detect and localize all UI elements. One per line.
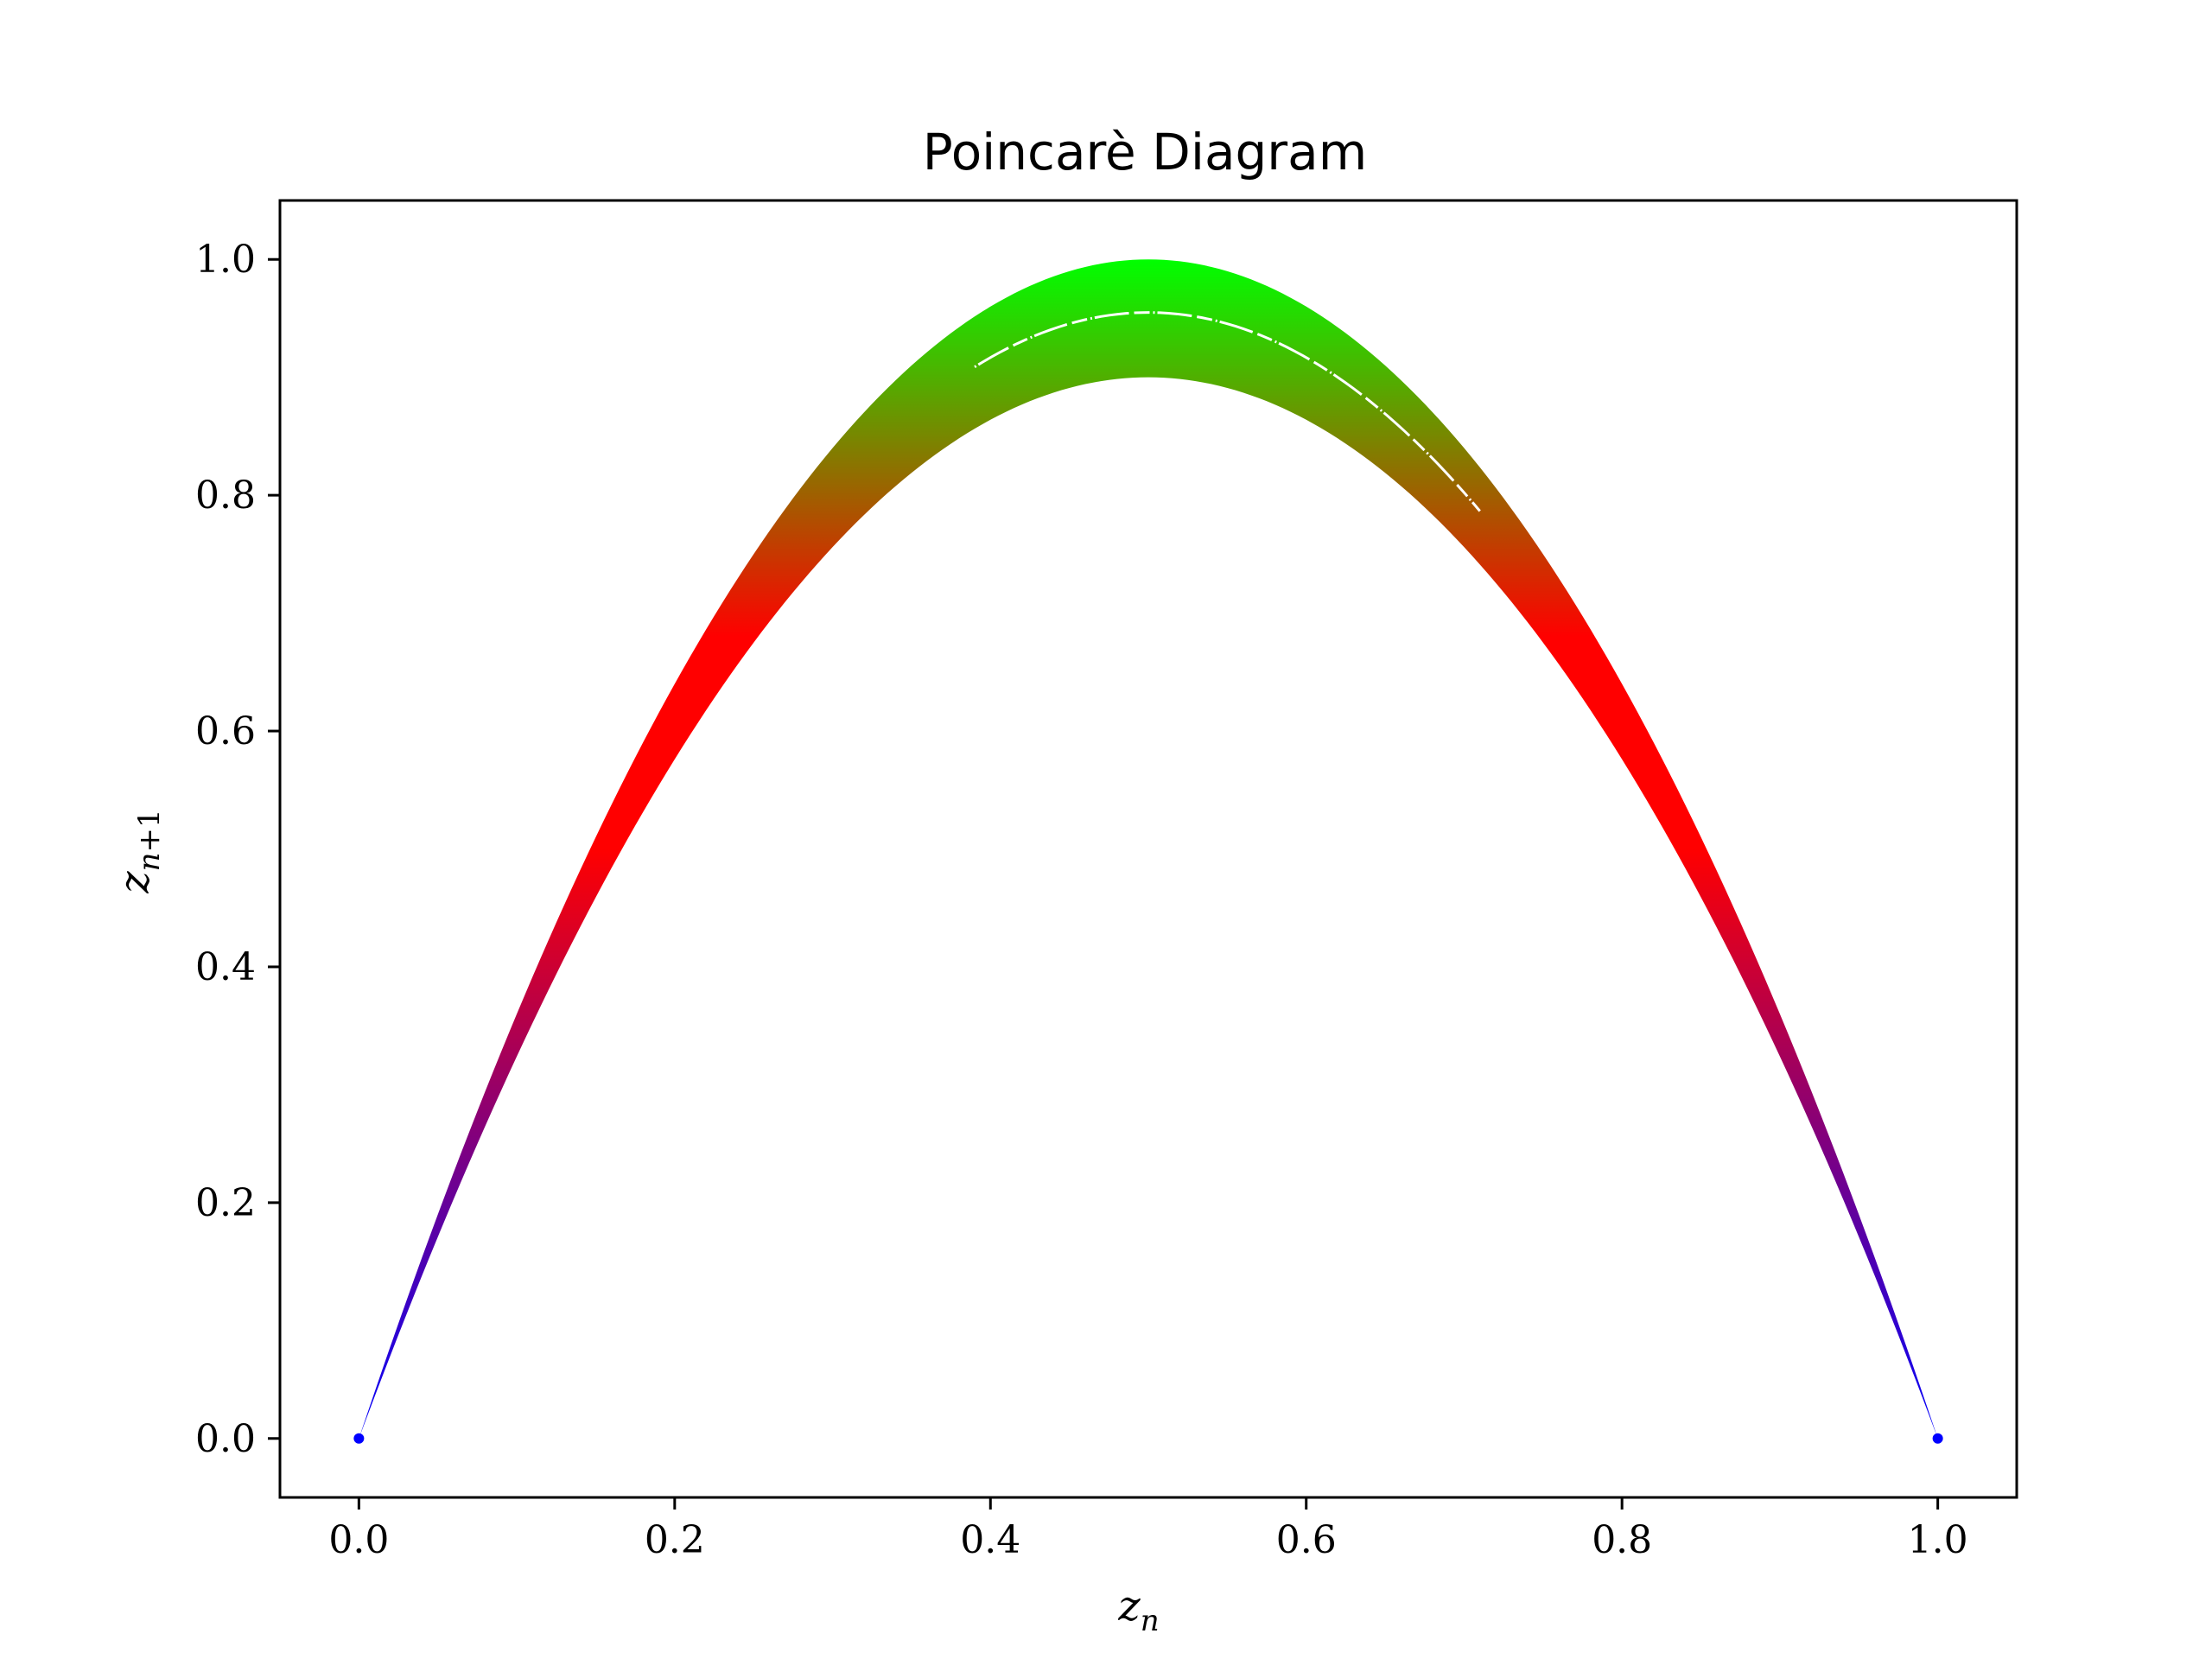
axes-frame (278, 199, 2018, 1499)
plot-area (353, 259, 1943, 1444)
y-tick-label: 0.4 (195, 945, 256, 989)
y-tick-label: 0.8 (195, 474, 256, 518)
x-tick-label: 0.0 (328, 1518, 389, 1562)
chart-title: Poincarè Diagram (923, 123, 1367, 181)
x-tick-label: 0.6 (1276, 1518, 1337, 1562)
data-point-start (353, 1433, 365, 1444)
x-tick-label: 0.4 (960, 1518, 1020, 1562)
x-axis-ticks: 0.0 0.2 0.4 0.6 0.8 1.0 (328, 1497, 1968, 1562)
data-point-end (1932, 1433, 1943, 1444)
x-tick-label: 0.2 (645, 1518, 705, 1562)
data-band (359, 259, 1938, 1439)
y-tick-label: 0.2 (195, 1181, 256, 1225)
y-tick-label: 0.0 (195, 1417, 256, 1461)
x-axis-label: zn (1117, 1582, 1159, 1638)
y-tick-label: 1.0 (195, 238, 256, 282)
x-tick-label: 0.8 (1592, 1518, 1652, 1562)
x-tick-label: 1.0 (1908, 1518, 1968, 1562)
y-axis-label: zn+1 (111, 809, 167, 893)
y-tick-label: 0.6 (195, 709, 256, 753)
band-inner-gap (974, 311, 1481, 512)
y-axis-ticks: 0.0 0.2 0.4 0.6 0.8 1.0 (195, 238, 280, 1461)
